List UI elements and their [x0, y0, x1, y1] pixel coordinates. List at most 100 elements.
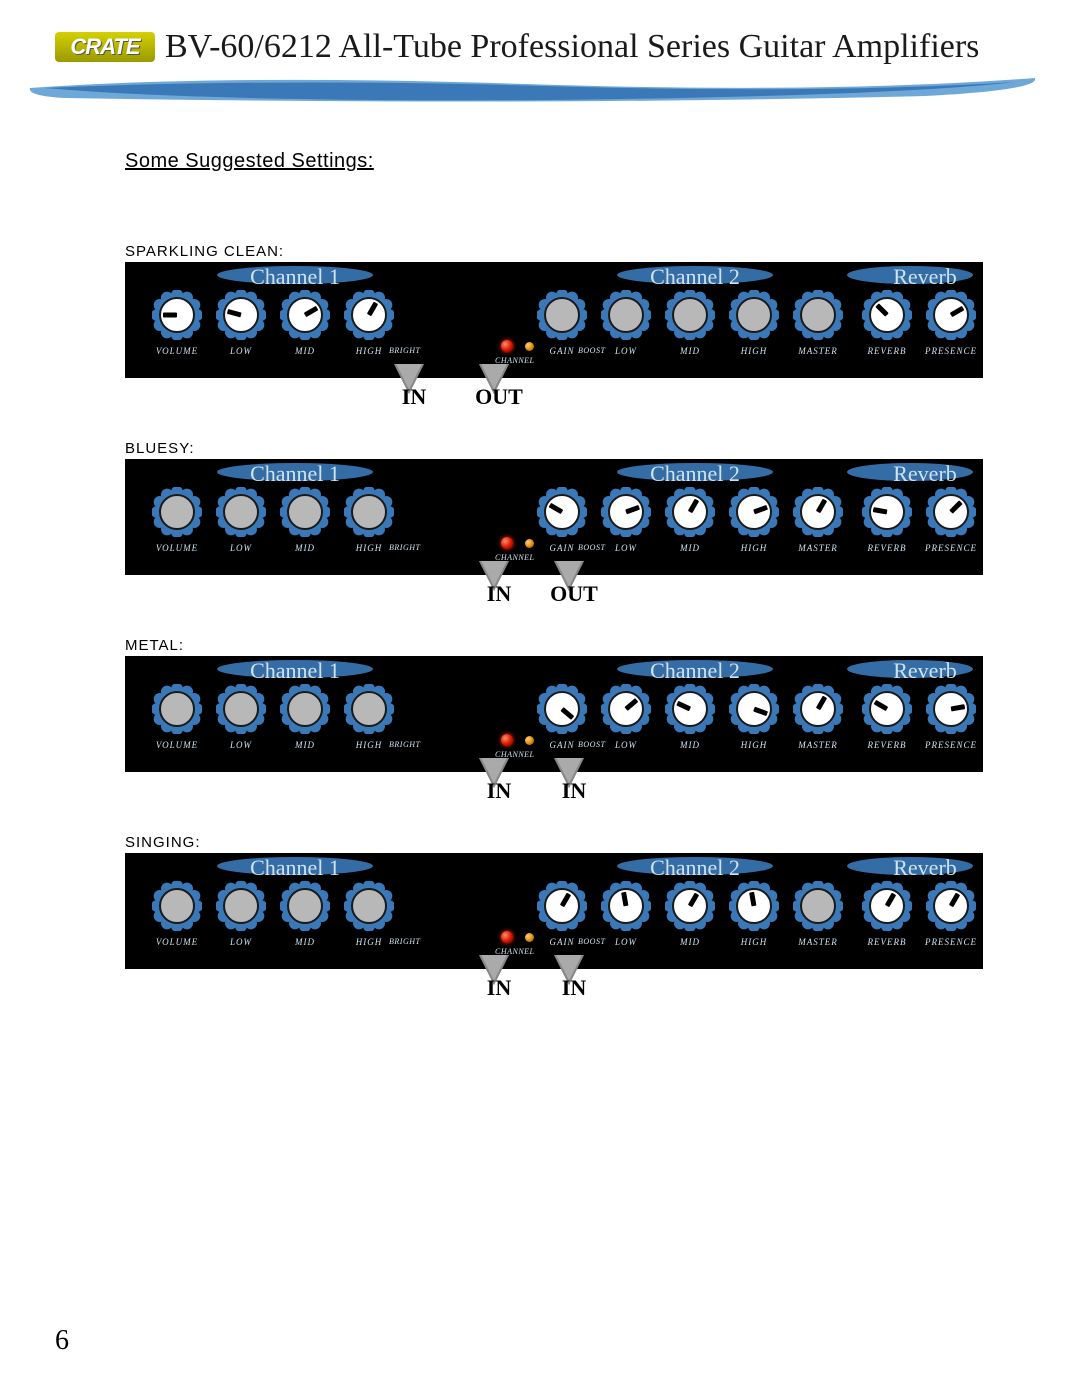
- arrow-row: IN IN: [125, 969, 983, 1017]
- knob-master[interactable]: MASTER: [786, 684, 850, 734]
- preset-name: SPARKLING CLEAN:: [125, 243, 985, 260]
- knob-label: PRESENCE: [919, 543, 983, 553]
- presets-container: SPARKLING CLEAN: Channel 1 Channel 2 Rev…: [55, 243, 1025, 1017]
- knob-label: LOW: [209, 346, 273, 356]
- channel-label: Channel 2: [625, 264, 765, 290]
- arrow-row: IN IN: [125, 772, 983, 820]
- knob-volume[interactable]: VOLUME: [145, 881, 209, 931]
- knob-high[interactable]: HIGH: [337, 290, 401, 340]
- knob-presence[interactable]: PRESENCE: [919, 290, 983, 340]
- knob-low[interactable]: LOW: [209, 487, 273, 537]
- channel-label: Channel 1: [225, 855, 365, 881]
- channel-label: Channel 1: [225, 658, 365, 684]
- knob-mid[interactable]: MID: [658, 881, 722, 931]
- knob-label: PRESENCE: [919, 740, 983, 750]
- knob-master[interactable]: MASTER: [786, 290, 850, 340]
- brush-underline: [25, 70, 1045, 106]
- knob-group-reverb: REVERB PRESENCE: [855, 487, 983, 537]
- knob-reverb[interactable]: REVERB: [855, 684, 919, 734]
- arrow-text: IN: [546, 975, 602, 1001]
- knob-label: LOW: [209, 543, 273, 553]
- knob-high[interactable]: HIGH: [337, 684, 401, 734]
- bright-label: BRIGHT: [389, 543, 420, 552]
- knob-master[interactable]: MASTER: [786, 881, 850, 931]
- knob-high[interactable]: HIGH: [337, 487, 401, 537]
- amp-panel: Channel 1 Channel 2 Reverb VOLUME LOW: [125, 853, 983, 969]
- channel-label: Reverb: [855, 658, 995, 684]
- knob-label: MID: [273, 937, 337, 947]
- channel-led-icon: [501, 931, 513, 943]
- page-header: CRATE BV-60/6212 All-Tube Professional S…: [55, 30, 1025, 90]
- knob-mid[interactable]: MID: [273, 881, 337, 931]
- knob-label: LOW: [209, 937, 273, 947]
- knob-mid[interactable]: MID: [658, 684, 722, 734]
- knob-high[interactable]: HIGH: [722, 881, 786, 931]
- knob-mid[interactable]: MID: [273, 684, 337, 734]
- knob-low[interactable]: LOW: [594, 881, 658, 931]
- knob-label: PRESENCE: [919, 346, 983, 356]
- knob-gain[interactable]: GAIN: [530, 881, 594, 931]
- knob-low[interactable]: LOW: [209, 684, 273, 734]
- channel-led2-icon: [525, 736, 534, 745]
- knob-group-reverb: REVERB PRESENCE: [855, 684, 983, 734]
- knob-low[interactable]: LOW: [594, 290, 658, 340]
- knob-high[interactable]: HIGH: [722, 684, 786, 734]
- arrow-text: IN: [386, 384, 442, 410]
- page-number: 6: [55, 1325, 69, 1357]
- channel-led-icon: [501, 340, 513, 352]
- knob-group-reverb: REVERB PRESENCE: [855, 881, 983, 931]
- knob-low[interactable]: LOW: [594, 487, 658, 537]
- knob-presence[interactable]: PRESENCE: [919, 881, 983, 931]
- knob-high[interactable]: HIGH: [722, 290, 786, 340]
- knob-gain[interactable]: GAIN: [530, 290, 594, 340]
- knob-volume[interactable]: VOLUME: [145, 684, 209, 734]
- amp-panel: Channel 1 Channel 2 Reverb VOLUME LOW: [125, 656, 983, 772]
- amp-panel: Channel 1 Channel 2 Reverb VOLUME LOW: [125, 459, 983, 575]
- knob-label: MID: [658, 346, 722, 356]
- knob-label: MASTER: [786, 543, 850, 553]
- knob-group-ch1: VOLUME LOW MID HIGH: [145, 881, 401, 931]
- knob-master[interactable]: MASTER: [786, 487, 850, 537]
- knob-low[interactable]: LOW: [209, 290, 273, 340]
- knob-group-ch2: GAIN LOW MID HIGH: [530, 881, 850, 931]
- section-heading: Some Suggested Settings:: [125, 150, 1025, 173]
- knob-mid[interactable]: MID: [273, 487, 337, 537]
- arrow-text: OUT: [546, 581, 602, 607]
- knob-label: HIGH: [722, 346, 786, 356]
- knob-volume[interactable]: VOLUME: [145, 487, 209, 537]
- knob-label: MASTER: [786, 740, 850, 750]
- knob-label: MID: [658, 740, 722, 750]
- knob-reverb[interactable]: REVERB: [855, 487, 919, 537]
- knob-gain[interactable]: GAIN: [530, 684, 594, 734]
- arrow-text: IN: [546, 778, 602, 804]
- knob-low[interactable]: LOW: [209, 881, 273, 931]
- knob-label: MID: [273, 740, 337, 750]
- knob-label: HIGH: [722, 937, 786, 947]
- page-title: BV-60/6212 All-Tube Professional Series …: [165, 28, 979, 66]
- knob-label: HIGH: [722, 740, 786, 750]
- knob-low[interactable]: LOW: [594, 684, 658, 734]
- knob-gain[interactable]: GAIN: [530, 487, 594, 537]
- knob-label: MID: [273, 543, 337, 553]
- knob-high[interactable]: HIGH: [337, 881, 401, 931]
- knob-label: VOLUME: [145, 346, 209, 356]
- knob-presence[interactable]: PRESENCE: [919, 684, 983, 734]
- knob-label: VOLUME: [145, 937, 209, 947]
- knob-group-ch1: VOLUME LOW MID HIGH: [145, 487, 401, 537]
- knob-mid[interactable]: MID: [658, 290, 722, 340]
- knob-mid[interactable]: MID: [273, 290, 337, 340]
- arrow-text: OUT: [471, 384, 527, 410]
- knob-reverb[interactable]: REVERB: [855, 290, 919, 340]
- boost-label: BOOST: [578, 740, 605, 749]
- knob-presence[interactable]: PRESENCE: [919, 487, 983, 537]
- knob-mid[interactable]: MID: [658, 487, 722, 537]
- knob-reverb[interactable]: REVERB: [855, 881, 919, 931]
- knob-label: REVERB: [855, 740, 919, 750]
- knob-high[interactable]: HIGH: [722, 487, 786, 537]
- knob-label: MID: [658, 543, 722, 553]
- knob-group-ch1: VOLUME LOW MID HIGH: [145, 684, 401, 734]
- channel-led-icon: [501, 734, 513, 746]
- bright-label: BRIGHT: [389, 740, 420, 749]
- channel-label: Reverb: [855, 855, 995, 881]
- knob-volume[interactable]: VOLUME: [145, 290, 209, 340]
